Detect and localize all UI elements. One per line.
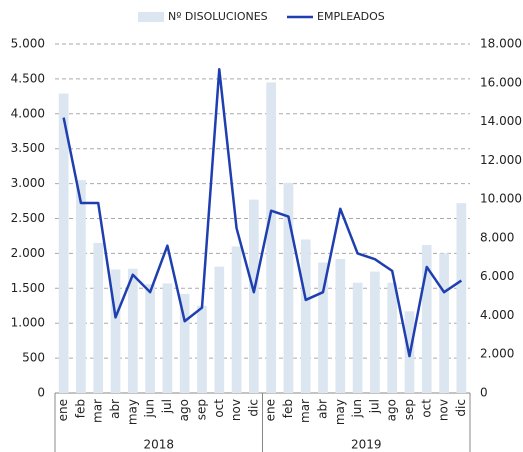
legend-swatch xyxy=(138,12,164,22)
bar xyxy=(266,82,276,393)
y2-tick-label: 18.000 xyxy=(480,37,522,51)
x-tick-label: jul xyxy=(367,399,381,414)
x-tick-label: feb xyxy=(73,399,87,418)
y2-tick-label: 2.000 xyxy=(480,347,514,361)
bar xyxy=(439,253,449,393)
y-tick-label: 2.000 xyxy=(11,246,45,260)
x-tick-label: sep xyxy=(402,399,416,420)
y2-tick-label: 10.000 xyxy=(480,192,522,206)
x-tick-label: oct xyxy=(419,399,433,418)
y-tick-label: 4.000 xyxy=(11,106,45,120)
legend-label: EMPLEADOS xyxy=(317,10,385,23)
bar xyxy=(335,258,346,393)
x-tick-label: oct xyxy=(212,399,226,418)
bar xyxy=(387,282,398,393)
x-tick-label: abr xyxy=(316,399,330,419)
bar xyxy=(179,293,190,393)
bar xyxy=(421,245,432,393)
y2-tick-label: 14.000 xyxy=(480,114,522,128)
x-tick-label: dic xyxy=(246,399,260,417)
x-tick-label: abr xyxy=(108,399,122,419)
y2-tick-label: 4.000 xyxy=(480,308,514,322)
bar xyxy=(145,284,155,393)
bar xyxy=(283,182,294,393)
bar xyxy=(58,93,69,394)
bar xyxy=(93,242,104,393)
x-tick-label: feb xyxy=(281,399,295,418)
bar xyxy=(162,283,173,393)
bar xyxy=(318,262,328,393)
x-tick-label: jun xyxy=(350,399,364,419)
y-tick-label: 2.500 xyxy=(11,211,45,225)
x-tick-label: jun xyxy=(143,399,157,419)
bar xyxy=(231,246,242,393)
x-tick-label: ene xyxy=(264,399,278,421)
x-tick-label: may xyxy=(125,399,139,425)
x-tick-label: sep xyxy=(194,399,208,420)
bar xyxy=(127,268,138,393)
y2-tick-label: 12.000 xyxy=(480,153,522,167)
y-tick-label: 1.500 xyxy=(11,281,45,295)
x-tick-label: mar xyxy=(91,399,105,423)
bar xyxy=(352,282,363,393)
x-tick-label: jul xyxy=(160,399,174,414)
y-tick-label: 3.500 xyxy=(11,141,45,155)
y-tick-label: 5.000 xyxy=(11,37,45,51)
bar xyxy=(214,266,225,393)
x-tick-label: ene xyxy=(56,399,70,421)
legend-label: Nº DISOLUCIONES xyxy=(168,10,268,23)
bar xyxy=(456,203,467,393)
x-tick-label: dic xyxy=(454,399,468,417)
bar xyxy=(300,239,311,393)
bar xyxy=(370,271,380,393)
y-tick-label: 500 xyxy=(22,351,45,365)
y2-tick-label: 8.000 xyxy=(480,230,514,244)
group-label: 2018 xyxy=(143,438,174,452)
y2-tick-label: 16.000 xyxy=(480,75,522,89)
y2-tick-label: 0 xyxy=(480,386,488,400)
line xyxy=(62,67,463,358)
bar xyxy=(110,269,121,393)
x-tick-label: nov xyxy=(437,399,451,421)
y-tick-label: 3.000 xyxy=(11,176,45,190)
y-tick-label: 4.500 xyxy=(11,71,45,85)
x-tick-label: ago xyxy=(177,399,191,421)
x-tick-label: nov xyxy=(229,399,243,421)
y-tick-label: 0 xyxy=(37,386,45,400)
y2-tick-label: 6.000 xyxy=(480,269,514,283)
x-tick-label: may xyxy=(333,399,347,425)
y-tick-label: 1.000 xyxy=(11,316,45,330)
bar xyxy=(197,305,207,393)
bar xyxy=(76,180,86,393)
bar xyxy=(249,199,259,393)
group-label: 2019 xyxy=(351,438,382,452)
x-tick-label: ago xyxy=(385,399,399,421)
x-tick-label: mar xyxy=(298,399,312,423)
